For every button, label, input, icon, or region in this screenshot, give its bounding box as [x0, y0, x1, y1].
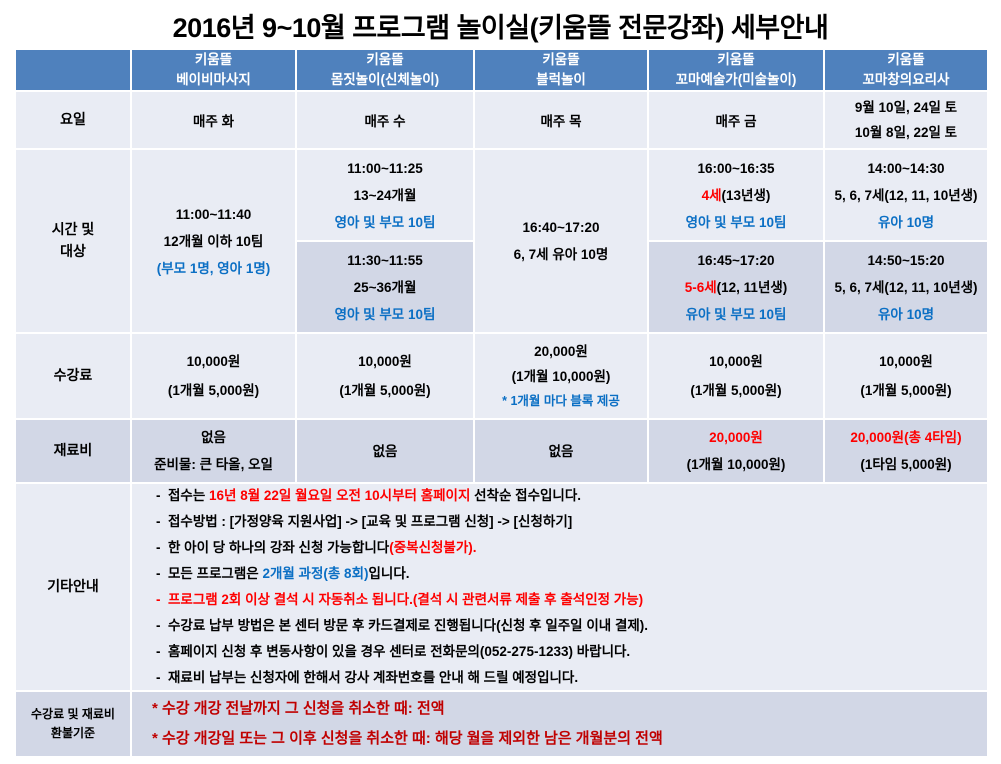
- header-line2: 꼬마예술가(미술놀이): [675, 72, 797, 87]
- header-cell-little-chef: 키움뜰 꼬마창의요리사: [825, 50, 987, 90]
- header-line2: 꼬마창의요리사: [862, 72, 950, 87]
- day-cell-friday: 매주 금: [649, 92, 823, 148]
- notes-content: - 접수는 16년 8월 22일 월요일 오전 10시부터 홈페이지 선착순 접…: [132, 484, 987, 690]
- refund-line: * 수강 개강 전날까지 그 신청을 취소한 때: 전액: [152, 700, 445, 717]
- header-cell-little-artist: 키움뜰 꼬마예술가(미술놀이): [649, 50, 823, 90]
- header-line2: 몸짓놀이(신체놀이): [330, 72, 440, 87]
- header-line1: 키움뜰: [542, 51, 580, 67]
- program-table: 키움뜰 베이비마사지 키움뜰 몸짓놀이(신체놀이) 키움뜰 블럭놀이 키움뜰 꼬…: [16, 50, 987, 756]
- note-line: - 한 아이 당 하나의 강좌 신청 가능합니다(중복신청불가).: [156, 540, 477, 555]
- row-label-fee: 수강료: [16, 334, 130, 418]
- header-line2: 블럭놀이: [536, 72, 586, 87]
- row-label-refund: 수강료 및 재료비 환불기준: [16, 692, 130, 756]
- day-cell-thursday: 매주 목: [475, 92, 647, 148]
- time-slot-upper: 14:00~14:30 5, 6, 7세(12, 11, 10년생) 유아 10…: [825, 150, 987, 242]
- note-line: - 모든 프로그램은 2개월 과정(총 8회)입니다.: [156, 566, 410, 581]
- note-line: - 재료비 납부는 신청자에 한해서 강사 계좌번호를 안내 해 드릴 예정입니…: [156, 670, 579, 685]
- day-cell-tuesday: 매주 화: [132, 92, 295, 148]
- materials-cell-baby-massage: 없음 준비물: 큰 타올, 오일: [132, 420, 295, 482]
- note-line: - 프로그램 2회 이상 결석 시 자동취소 됩니다.(결석 시 관련서류 제출…: [156, 592, 644, 607]
- saturday-dates-oct: 10월 8일, 22일 토: [854, 125, 958, 140]
- refund-content: * 수강 개강 전날까지 그 신청을 취소한 때: 전액 * 수강 개강일 또는…: [132, 692, 987, 756]
- header-line1: 키움뜰: [194, 51, 233, 67]
- row-label-day: 요일: [16, 92, 130, 148]
- time-cell-body-play: 11:00~11:25 13~24개월 영아 및 부모 10팀 11:30~11…: [297, 150, 473, 332]
- materials-cell-little-chef: 20,000원(총 4타임) (1타임 5,000원): [825, 420, 987, 482]
- fee-cell-baby-massage: 10,000원 (1개월 5,000원): [132, 334, 295, 418]
- row-label-materials: 재료비: [16, 420, 130, 482]
- row-label-notes: 기타안내: [16, 484, 130, 690]
- header-cell-block-play: 키움뜰 블럭놀이: [475, 50, 647, 90]
- note-line: - 홈페이지 신청 후 변동사항이 있을 경우 센터로 전화문의(052-275…: [156, 644, 631, 659]
- note-line: - 접수는 16년 8월 22일 월요일 오전 10시부터 홈페이지 선착순 접…: [156, 488, 582, 503]
- header-cell-baby-massage: 키움뜰 베이비마사지: [132, 50, 295, 90]
- row-label-time-target: 시간 및 대상: [16, 150, 130, 332]
- materials-cell-little-artist: 20,000원 (1개월 10,000원): [649, 420, 823, 482]
- time-cell-little-chef: 14:00~14:30 5, 6, 7세(12, 11, 10년생) 유아 10…: [825, 150, 987, 332]
- note-line: - 수강료 납부 방법은 본 센터 방문 후 카드결제로 진행됩니다(신청 후 …: [156, 618, 649, 633]
- time-slot-lower: 11:30~11:55 25~36개월 영아 및 부모 10팀: [297, 242, 473, 332]
- refund-line: * 수강 개강일 또는 그 이후 신청을 취소한 때: 해당 월을 제외한 남은…: [152, 730, 663, 747]
- note-line: - 접수방법 : [가정양육 지원사업] -> [교육 및 프로그램 신청] -…: [156, 514, 573, 529]
- page-title: 2016년 9~10월 프로그램 놀이실(키움뜰 전문강좌) 세부안내: [172, 13, 829, 43]
- fee-cell-little-artist: 10,000원 (1개월 5,000원): [649, 334, 823, 418]
- time-slot-lower: 16:45~17:20 5-6세(12, 11년생) 유아 및 부모 10팀: [649, 242, 823, 332]
- time-cell-block-play: 16:40~17:20 6, 7세 유아 10명: [475, 150, 647, 332]
- materials-cell-body-play: 없음: [297, 420, 473, 482]
- time-cell-little-artist: 16:00~16:35 4세(13년생) 영아 및 부모 10팀 16:45~1…: [649, 150, 823, 332]
- materials-cell-block-play: 없음: [475, 420, 647, 482]
- fee-cell-little-chef: 10,000원 (1개월 5,000원): [825, 334, 987, 418]
- header-line1: 키움뜰: [887, 51, 925, 67]
- header-line1: 키움뜰: [717, 51, 755, 67]
- time-slot-upper: 16:00~16:35 4세(13년생) 영아 및 부모 10팀: [649, 150, 823, 242]
- header-cell-body-play: 키움뜰 몸짓놀이(신체놀이): [297, 50, 473, 90]
- fee-cell-block-play: 20,000원 (1개월 10,000원) * 1개월 마다 블록 제공: [475, 334, 647, 418]
- saturday-dates-sep: 9월 10일, 24일 토: [854, 100, 958, 115]
- header-line2: 베이비마사지: [176, 72, 251, 87]
- day-cell-saturday: 9월 10일, 24일 토 10월 8일, 22일 토: [825, 92, 987, 148]
- day-cell-wednesday: 매주 수: [297, 92, 473, 148]
- time-slot-upper: 11:00~11:25 13~24개월 영아 및 부모 10팀: [297, 150, 473, 242]
- header-cell-empty: [16, 50, 130, 90]
- header-line1: 키움뜰: [366, 51, 404, 67]
- fee-cell-body-play: 10,000원 (1개월 5,000원): [297, 334, 473, 418]
- time-slot-lower: 14:50~15:20 5, 6, 7세(12, 11, 10년생) 유아 10…: [825, 242, 987, 332]
- time-cell-baby-massage: 11:00~11:40 12개월 이하 10팀 (부모 1명, 영아 1명): [132, 150, 295, 332]
